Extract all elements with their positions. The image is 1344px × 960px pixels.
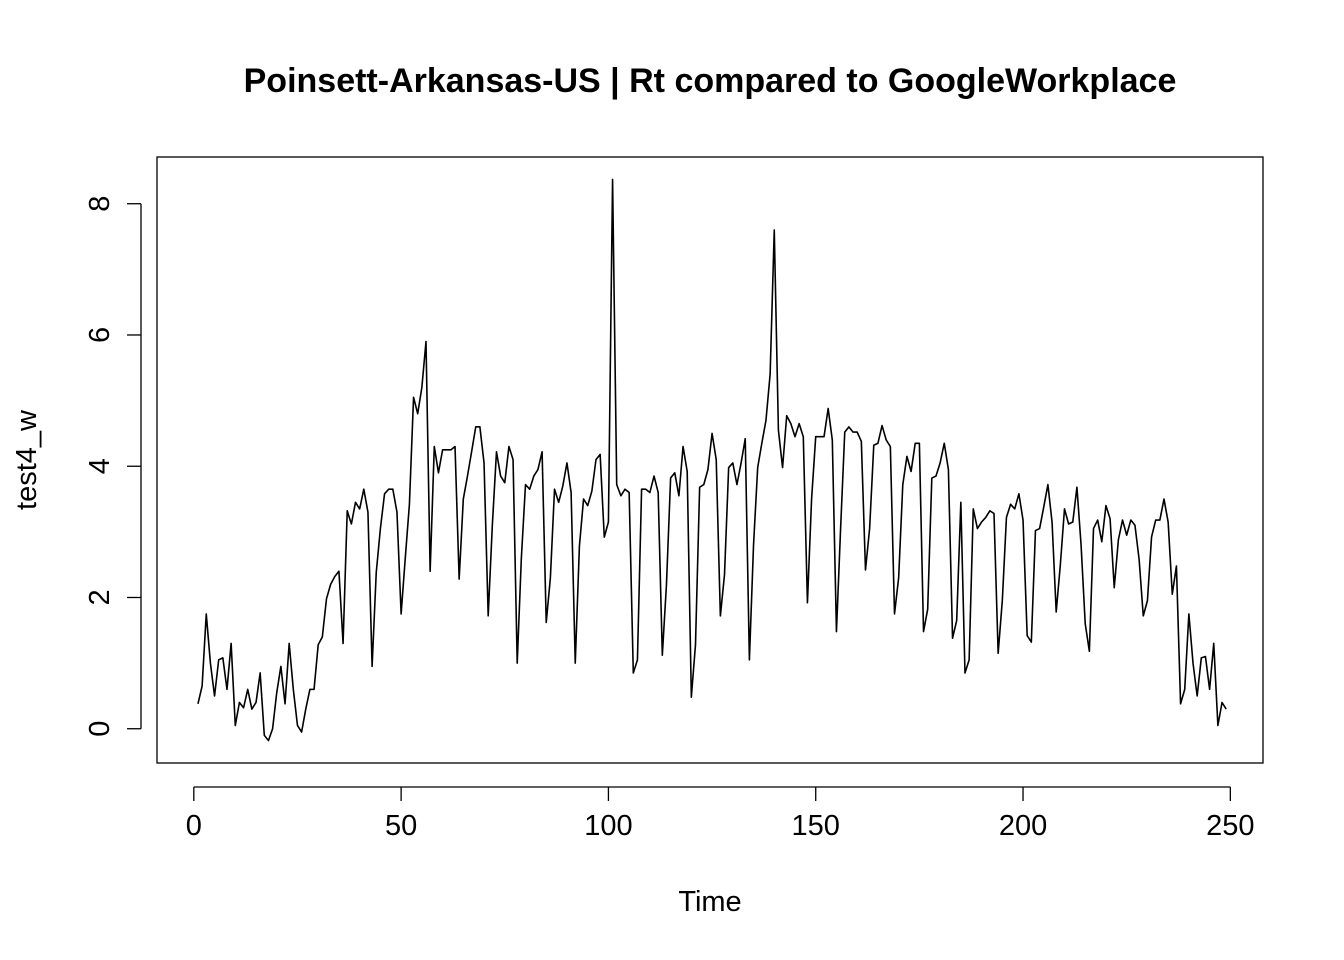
y-tick-label: 0	[84, 721, 116, 737]
x-tick-label: 200	[999, 810, 1047, 842]
y-axis-label: test4_w	[11, 409, 43, 510]
x-tick-label: 150	[792, 810, 840, 842]
y-tick-label: 4	[84, 458, 116, 474]
x-tick-label: 100	[584, 810, 632, 842]
y-tick-label: 6	[84, 327, 116, 343]
x-tick-label: 50	[385, 810, 417, 842]
x-tick-label: 0	[186, 810, 202, 842]
y-tick-label: 2	[84, 589, 116, 605]
y-axis: 0 2 4 6 8	[84, 196, 142, 737]
y-tick-label: 8	[84, 196, 116, 212]
x-axis-label: Time	[678, 886, 741, 918]
plot-area	[156, 156, 1264, 764]
chart-title: Poinsett-Arkansas-US | Rt compared to Go…	[244, 62, 1177, 100]
x-axis: 0 50 100 150 200 250	[186, 786, 1255, 842]
x-tick-label: 250	[1206, 810, 1254, 842]
series-line	[197, 178, 1227, 742]
